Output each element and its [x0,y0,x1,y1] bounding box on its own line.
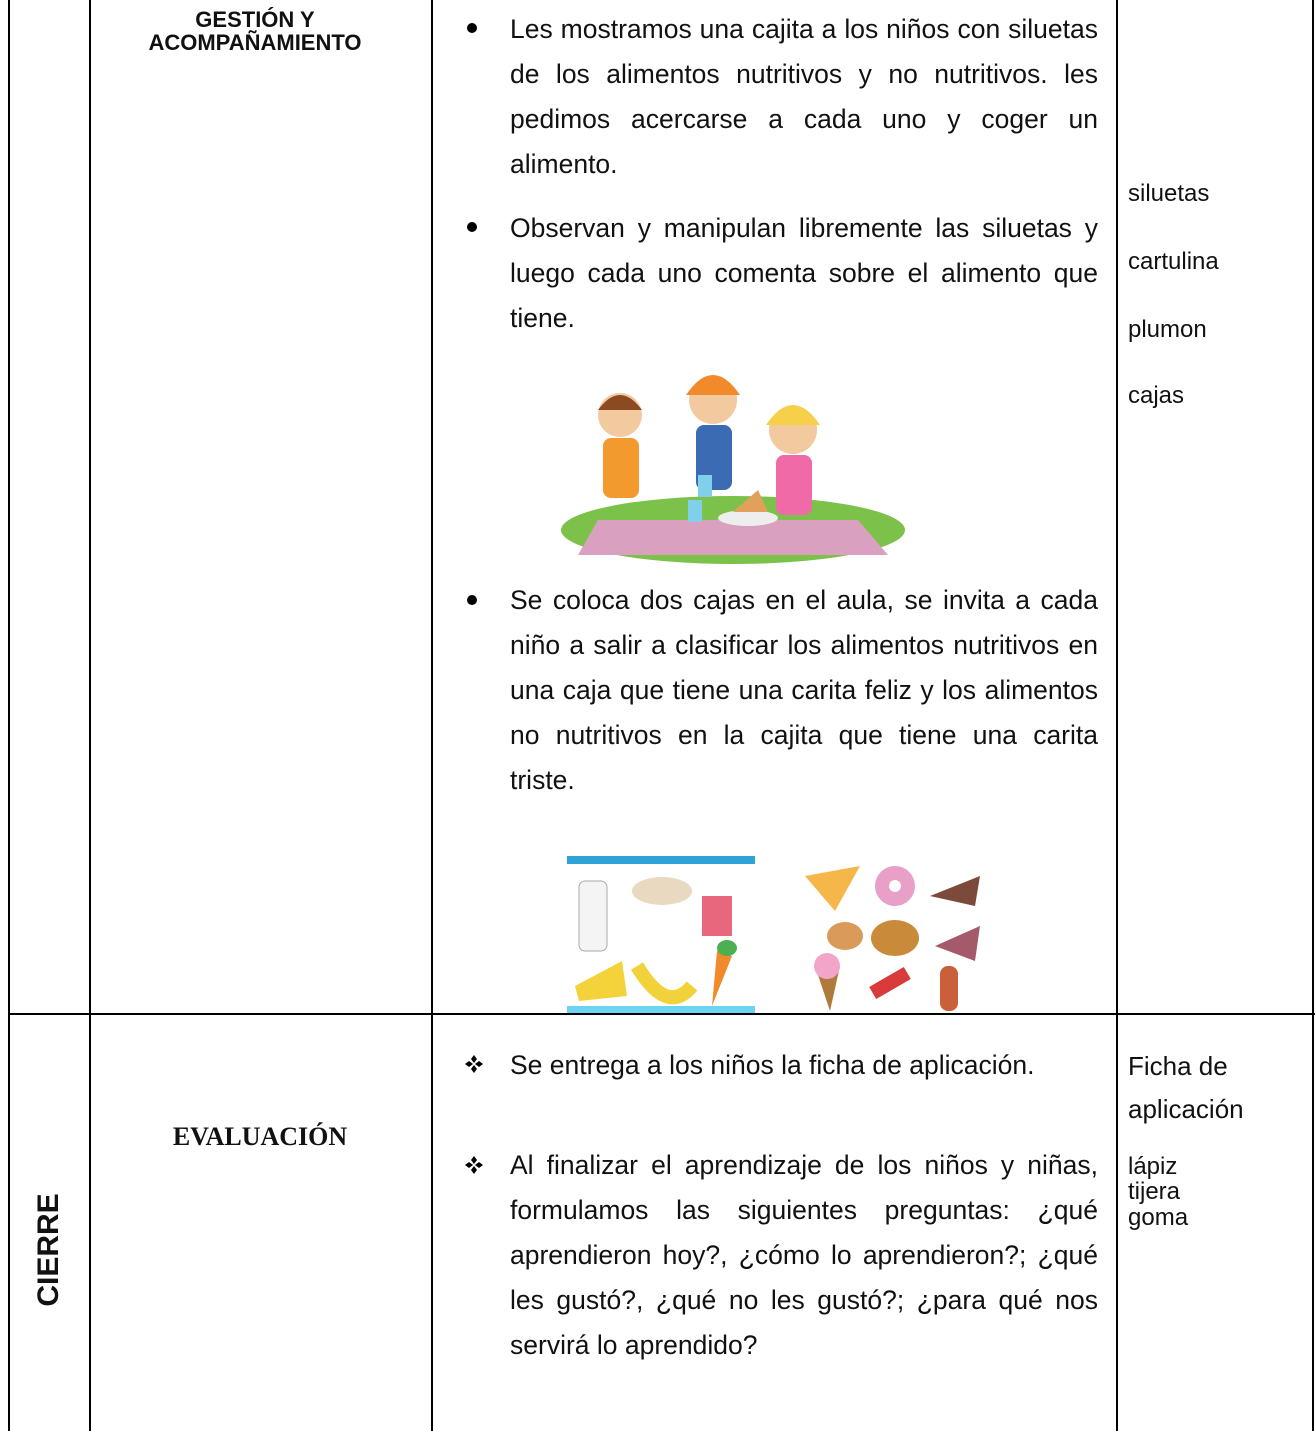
border [89,0,91,1431]
bullet [467,595,477,605]
activity: Observan y manipulan libremente las silu… [510,213,1098,333]
nutritious-food-image [567,856,755,1013]
activity: Les mostramos una cajita a los niños con… [510,14,1098,179]
material: cartulina [1128,248,1219,275]
material: cajas [1128,382,1185,409]
material: goma [1128,1204,1189,1231]
heading: GESTIÓN Y ACOMPAÑAMIENTO [148,7,362,55]
activity: Al finalizar el aprendizaje de los niños… [510,1150,1098,1360]
bullet [467,23,477,33]
stage: CIERRE [32,1193,65,1307]
material: siluetas [1128,180,1210,207]
bullet [465,1055,483,1073]
picnic-image [561,375,905,564]
border [1312,0,1314,1431]
activity: Se coloca dos cajas en el aula, se invit… [510,585,1098,795]
junk-food-image [805,866,980,1011]
bullet [465,1156,483,1174]
border [8,1013,1315,1015]
border [8,0,10,1431]
border [431,0,433,1431]
material: Ficha de aplicación [1128,1051,1244,1124]
heading: EVALUACIÓN [172,1122,348,1151]
activity: Se entrega a los niños la ficha de aplic… [510,1050,1035,1080]
material: lápiz [1128,1153,1178,1180]
material: tijera [1128,1178,1181,1205]
border [1116,0,1118,1431]
material: plumon [1128,316,1207,343]
bullet [467,222,477,232]
